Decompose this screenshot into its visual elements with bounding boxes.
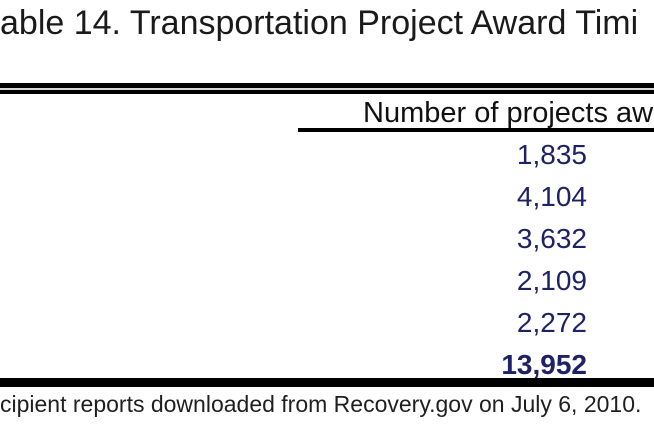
table-value-row: 3,632 [516,223,587,254]
column-header-underline [298,128,654,132]
table-title: able 14. Transportation Project Award Ti… [0,4,639,42]
top-rule-lower-line [0,90,654,94]
top-rule-upper-line [0,83,654,88]
table-bottom-rule [0,378,654,387]
table-top-double-rule [0,83,654,94]
top-rule-gap [0,88,654,90]
table-value-row: 4,104 [516,181,587,212]
table-value-row: 2,109 [516,265,587,296]
table-value-row: 2,272 [516,307,587,338]
table-value-row: 1,835 [516,139,587,170]
table-total-row: 13,952 [501,349,587,380]
table-value-column: 1,835 4,104 3,632 2,109 2,272 13,952 [0,134,654,386]
column-header-number-of-projects: Number of projects aw [363,97,654,129]
source-note: cipient reports downloaded from Recovery… [0,391,642,417]
